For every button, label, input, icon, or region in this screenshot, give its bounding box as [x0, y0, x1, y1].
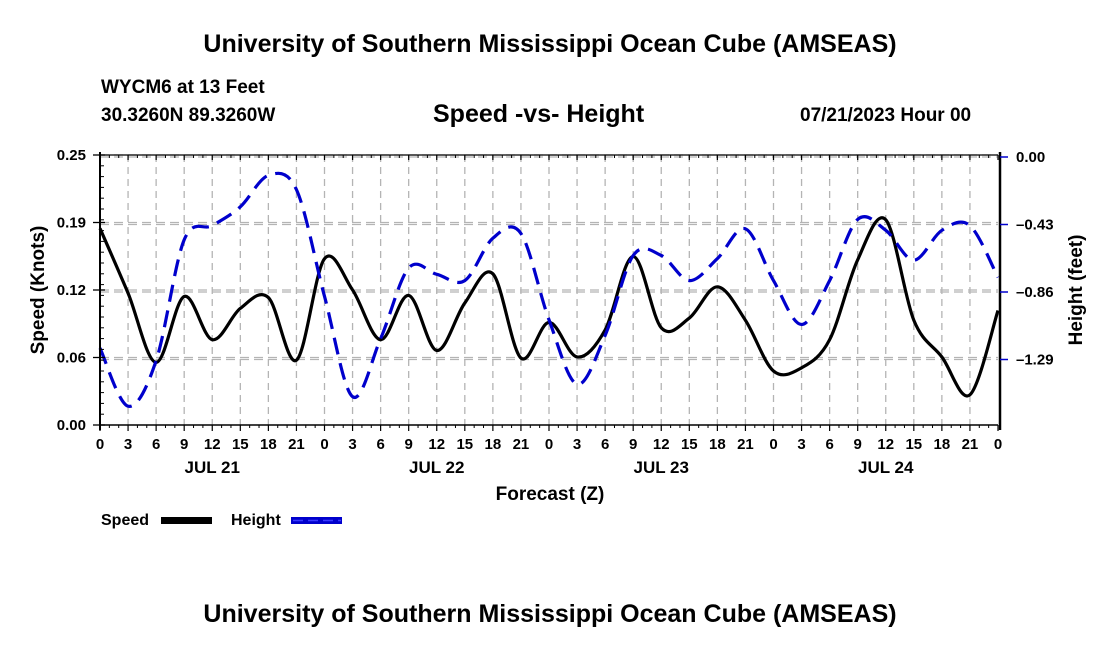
- x-tick-label: 21: [737, 436, 754, 453]
- x-tick-label: 12: [204, 436, 221, 453]
- x-tick-label: 15: [905, 436, 922, 453]
- series-layer: [98, 171, 1000, 408]
- x-tick-label: 6: [376, 436, 384, 453]
- x-tick-label: 15: [456, 436, 473, 453]
- x-tick-label: 3: [573, 436, 581, 453]
- x-tick-label: 21: [513, 436, 530, 453]
- y2-tick-label: –1.29: [1016, 352, 1054, 369]
- x-tick-label: 18: [260, 436, 277, 453]
- x-tick-label: 0: [994, 436, 1002, 453]
- x-tick-label: 3: [348, 436, 356, 453]
- x-tick-label: 0: [769, 436, 777, 453]
- day-label: JUL 23: [634, 458, 689, 477]
- day-label: JUL 24: [858, 458, 914, 477]
- x-tick-label: 0: [545, 436, 553, 453]
- y-tick-label: 0.00: [57, 417, 86, 434]
- x-tick-label: 18: [934, 436, 951, 453]
- x-tick-label: 9: [629, 436, 637, 453]
- x-tick-label: 21: [962, 436, 979, 453]
- footer-title: University of Southern Mississippi Ocean…: [203, 600, 897, 628]
- axes: 0 3 6 9 12 15 18 21 0 3 6 9 12 15 18 21 0 3 6 9 12 15 18 21 0 3 6 9…: [57, 147, 1054, 477]
- day-label: JUL 21: [185, 458, 240, 477]
- x-tick-label: 9: [854, 436, 862, 453]
- x-tick-label: 15: [681, 436, 698, 453]
- chart-subtitle: Speed -vs- Height: [433, 100, 645, 128]
- legend-label-height: Height: [231, 512, 281, 529]
- legend: Speed Height: [101, 512, 342, 529]
- x-tick-label: 21: [288, 436, 305, 453]
- legend-label-speed: Speed: [101, 512, 149, 529]
- x-tick-label: 3: [797, 436, 805, 453]
- x-tick-label: 9: [180, 436, 188, 453]
- x-tick-label: 18: [485, 436, 502, 453]
- y2-axis-label: Height (feet): [1066, 235, 1087, 346]
- y-axis-label: Speed (Knots): [28, 226, 49, 355]
- station-label: WYCM6 at 13 Feet: [101, 77, 265, 98]
- series-line-speed: [98, 216, 1000, 398]
- x-tick-label: 9: [405, 436, 413, 453]
- x-tick-label: 18: [709, 436, 726, 453]
- series-line-height: [98, 171, 1000, 408]
- x-tick-label: 12: [877, 436, 894, 453]
- y2-tick-label: –0.43: [1016, 217, 1054, 234]
- x-tick-label: 6: [152, 436, 160, 453]
- x-tick-label: 12: [653, 436, 670, 453]
- y2-tick-label: –0.86: [1016, 284, 1054, 301]
- legend-swatch-speed: [161, 517, 212, 524]
- y2-tick-label: 0.00: [1016, 149, 1045, 166]
- y-tick-label: 0.06: [57, 350, 86, 367]
- x-axis-label: Forecast (Z): [496, 484, 605, 505]
- x-tick-label: 15: [232, 436, 249, 453]
- x-tick-label: 12: [428, 436, 445, 453]
- forecast-datetime: 07/21/2023 Hour 00: [800, 105, 972, 126]
- x-tick-label: 6: [825, 436, 833, 453]
- y-tick-label: 0.12: [57, 282, 86, 299]
- day-label: JUL 22: [409, 458, 464, 477]
- station-coordinates: 30.3260N 89.3260W: [101, 105, 276, 126]
- x-tick-label: 3: [124, 436, 132, 453]
- y-tick-label: 0.19: [57, 215, 86, 232]
- x-tick-label: 0: [96, 436, 104, 453]
- y-tick-label: 0.25: [57, 147, 86, 164]
- grid: [100, 154, 998, 425]
- x-tick-label: 6: [601, 436, 609, 453]
- x-tick-label: 0: [320, 436, 328, 453]
- chart-main-title: University of Southern Mississippi Ocean…: [203, 30, 897, 58]
